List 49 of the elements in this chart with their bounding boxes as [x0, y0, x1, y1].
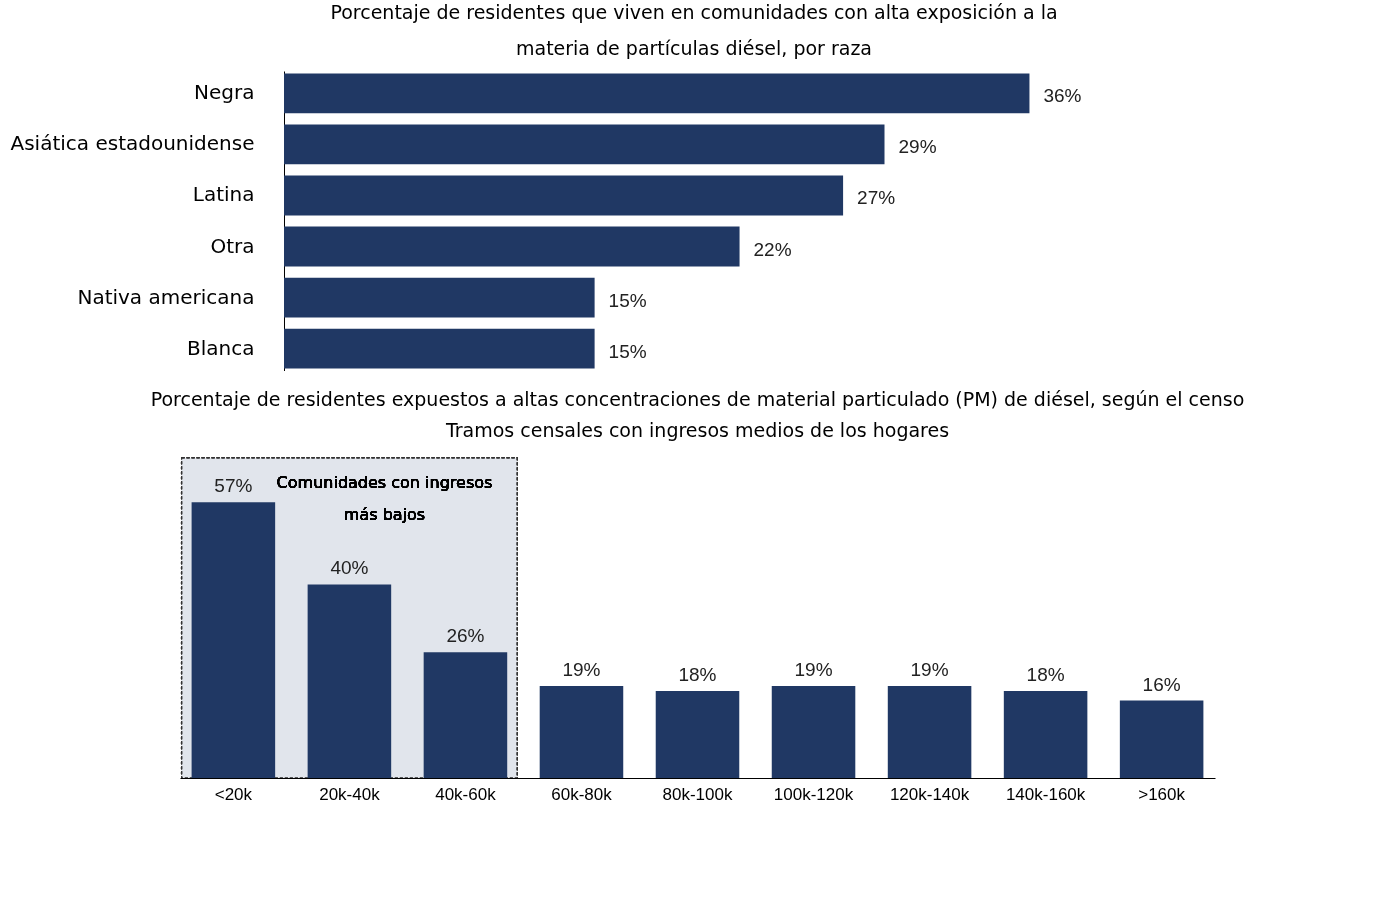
data-label: 18%: [678, 663, 717, 685]
data-label: 15%: [608, 340, 647, 362]
bar: [539, 686, 624, 778]
data-label: 57%: [214, 475, 253, 497]
y-tick-label: Negra: [194, 80, 255, 105]
data-label: 29%: [898, 136, 937, 158]
x-tick-label: <20k: [214, 784, 253, 804]
bar: [284, 73, 1030, 114]
y-tick-label: Nativa americana: [77, 284, 255, 309]
chart-title: Porcentaje de residentes que viven en comunidades con alta exposición a la materia de partículas diésel, por raza: [330, 1, 1058, 59]
bar: [887, 686, 972, 778]
data-label: 26%: [446, 625, 485, 647]
x-tick-label: 140k-160k: [1005, 784, 1086, 804]
y-tick-label: Latina: [192, 182, 255, 207]
data-label: 22%: [753, 238, 792, 260]
data-label: 18%: [1026, 663, 1065, 685]
bar: [191, 502, 276, 778]
chart-subtitle: Tramos censales con ingresos medios de los hogares: [444, 419, 950, 442]
x-tick-label: 120k-140k: [889, 784, 970, 804]
data-label: 15%: [608, 289, 647, 311]
bar: [284, 226, 740, 267]
data-label: 19%: [562, 659, 601, 681]
bar: [284, 124, 885, 165]
data-label: 16%: [1142, 673, 1181, 695]
bar: [284, 328, 595, 369]
data-label: 27%: [857, 187, 896, 209]
bar: [771, 686, 856, 778]
y-tick-label: Asiática estadounidense: [10, 131, 255, 156]
x-tick-label: 100k-120k: [773, 784, 854, 804]
bar: [284, 175, 844, 216]
data-label: 40%: [330, 557, 369, 579]
data-label: 36%: [1043, 85, 1082, 107]
data-label: 19%: [910, 659, 949, 681]
y-tick-label: Otra: [210, 233, 255, 258]
chart-title: Porcentaje de residentes expuestos a altas concentraciones de material particulado (PM) de diésel, según el censo: [150, 388, 1245, 411]
bar: [423, 652, 508, 778]
bar: [655, 690, 740, 778]
y-tick-label: Blanca: [187, 335, 255, 360]
bar: [1119, 700, 1204, 778]
x-tick-label: 60k-80k: [551, 784, 613, 804]
x-tick-label: 80k-100k: [662, 784, 733, 804]
bar: [1003, 690, 1088, 778]
bar: [284, 277, 595, 318]
x-tick-label: 20k-40k: [319, 784, 381, 804]
data-label: 19%: [794, 659, 833, 681]
bar: [307, 584, 392, 778]
x-tick-label: 40k-60k: [435, 784, 497, 804]
band-label: Comunidades con ingresos más bajos: [276, 472, 493, 524]
x-tick-label: >160k: [1138, 784, 1186, 804]
